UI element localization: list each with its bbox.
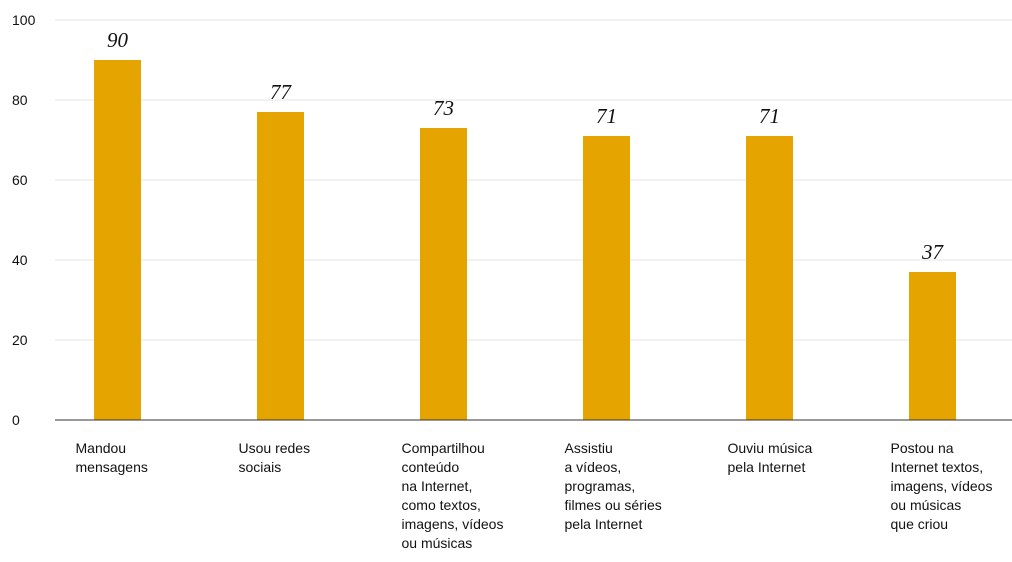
- bar: [420, 128, 467, 420]
- x-tick-label: Ouviu música pela Internet: [727, 440, 813, 475]
- x-tick-label: Usou redes sociais: [238, 440, 311, 475]
- data-label: 71: [596, 104, 617, 128]
- bar: [583, 136, 630, 420]
- data-label: 73: [433, 96, 454, 120]
- x-tick-label: Compartilhou conteúdo na Internet, como …: [401, 440, 504, 551]
- x-tick-label: Assistiu a vídeos, programas, filmes ou …: [564, 440, 662, 532]
- y-tick-label: 60: [12, 172, 28, 188]
- data-label: 77: [270, 80, 293, 104]
- bars: [94, 60, 956, 420]
- y-tick-label: 40: [12, 252, 28, 268]
- y-tick-label: 80: [12, 92, 28, 108]
- data-labels: 90 77 73 71 71 37: [107, 28, 945, 264]
- y-tick-label: 0: [12, 412, 20, 428]
- data-label: 90: [107, 28, 129, 52]
- y-tick-label: 100: [12, 12, 36, 28]
- x-tick-label: Mandou mensagens: [75, 440, 148, 475]
- bar: [257, 112, 304, 420]
- bar: [94, 60, 141, 420]
- y-tick-label: 20: [12, 332, 28, 348]
- bar: [909, 272, 956, 420]
- data-label: 71: [759, 104, 780, 128]
- data-label: 37: [921, 240, 945, 264]
- y-axis-ticks: 0 20 40 60 80 100: [12, 12, 36, 428]
- gridlines: [55, 19, 1012, 341]
- x-tick-label: Postou na Internet textos, imagens, víde…: [890, 440, 993, 532]
- bar: [746, 136, 793, 420]
